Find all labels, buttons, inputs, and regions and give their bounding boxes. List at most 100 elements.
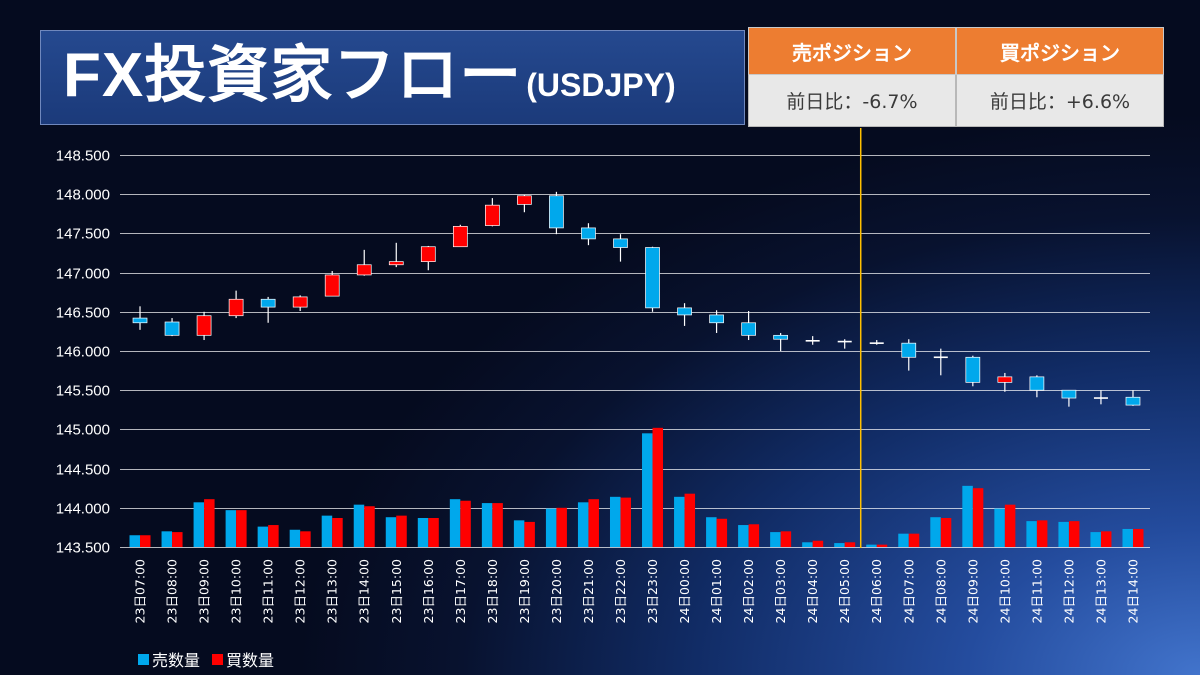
candle-body	[485, 204, 500, 226]
x-tick-label: 23日23:00	[645, 559, 660, 623]
currency-pair-label: (USDJPY)	[526, 67, 676, 103]
x-tick-label: 23日20:00	[549, 559, 564, 623]
volume-bar-sell	[738, 525, 749, 547]
axis-labels: 148.500 148.000 147.500 147.000 146.500 146.0…	[56, 148, 1141, 624]
volume-bar-sell	[353, 504, 365, 547]
volume-bar-buy	[332, 517, 343, 547]
volume-bar-sell	[1122, 528, 1133, 547]
candle-body	[741, 322, 756, 336]
y-tick-label: 148.500	[56, 148, 110, 165]
x-tick-label: 24日05:00	[837, 559, 852, 623]
candle-body	[1125, 396, 1141, 406]
volume-bar-buy	[972, 488, 984, 547]
candle-body	[1029, 376, 1045, 391]
volume-bar-buy	[780, 531, 792, 547]
x-tick-label: 24日13:00	[1093, 559, 1108, 623]
y-tick-label: 146.000	[56, 344, 110, 361]
x-tick-label: 24日12:00	[1061, 559, 1076, 623]
volume-bar-buy	[1036, 520, 1048, 547]
volume-bar-buy	[940, 517, 952, 547]
x-tick-label: 24日07:00	[901, 559, 916, 623]
candle-body	[164, 321, 180, 336]
buy-position-header: 買ポジション	[956, 27, 1164, 75]
volume-bar-sell	[321, 515, 333, 547]
legend-label-sell: 売数量	[152, 651, 201, 670]
candle-body	[388, 261, 404, 266]
volume-bar-buy	[396, 515, 407, 547]
candle-body	[292, 296, 308, 308]
volume-bar-buy	[1068, 521, 1080, 547]
y-tick-label: 147.500	[56, 226, 110, 243]
y-tick-label: 148.000	[56, 187, 110, 204]
candle-body	[549, 195, 564, 229]
candle-body	[517, 195, 532, 205]
x-tick-label: 24日03:00	[773, 559, 788, 623]
volume-bar-buy	[588, 499, 599, 547]
x-tick-label: 24日00:00	[677, 559, 692, 623]
y-tick-label: 145.000	[56, 422, 110, 439]
volume-bar-buy	[1132, 528, 1144, 547]
candle-body	[581, 227, 596, 240]
candle-body	[613, 238, 628, 248]
volume-bar-sell	[866, 544, 877, 547]
candles	[132, 191, 1141, 407]
volume-bar-sell	[257, 526, 269, 547]
position-summary-table: 売ポジション 前日比：-6.7% 買ポジション 前日比：+6.6%	[748, 27, 1164, 127]
volume-bar-buy	[204, 499, 215, 547]
buy-position-column: 買ポジション 前日比：+6.6%	[956, 27, 1164, 127]
volume-bar-sell	[289, 529, 301, 547]
volume-bar-buy	[460, 500, 471, 547]
volume-bar-buy	[236, 510, 247, 547]
candle-body	[196, 315, 212, 336]
x-tick-label: 24日08:00	[933, 559, 948, 623]
x-tick-label: 24日09:00	[965, 559, 980, 623]
x-tick-label: 23日13:00	[325, 559, 340, 623]
volume-bar-sell	[706, 517, 717, 547]
x-tick-label: 23日19:00	[517, 559, 532, 623]
x-tick-label: 23日09:00	[197, 559, 212, 623]
candle-body	[260, 298, 276, 308]
y-tick-label: 144.000	[56, 501, 110, 518]
x-tick-label: 24日11:00	[1029, 559, 1044, 623]
chart-legend: 売数量 買数量	[138, 647, 286, 671]
candle-body	[773, 334, 788, 340]
sell-position-column: 売ポジション 前日比：-6.7%	[748, 27, 956, 127]
x-tick-label: 24日02:00	[741, 559, 756, 623]
volume-bar-buy	[652, 427, 664, 547]
x-tick-label: 23日17:00	[453, 559, 468, 623]
legend-item-buy-volume: 買数量	[212, 647, 274, 671]
volume-bar-buy	[268, 525, 279, 547]
volume-bar-sell	[1090, 532, 1101, 547]
x-tick-label: 24日01:00	[709, 559, 724, 623]
volume-bar-sell	[545, 508, 557, 547]
x-tick-label: 23日16:00	[421, 559, 436, 623]
buy-position-change: 前日比：+6.6%	[956, 75, 1164, 127]
candle-body	[228, 298, 244, 317]
x-tick-label: 23日21:00	[581, 559, 596, 623]
volume-bar-buy	[364, 506, 375, 547]
volume-bar-buy	[620, 497, 631, 547]
volume-bar-sell	[577, 502, 589, 547]
x-tick-label: 23日12:00	[293, 559, 308, 623]
candle-body	[452, 225, 468, 248]
volume-bar-sell	[994, 508, 1005, 547]
gridlines	[120, 155, 1150, 548]
volume-bar-buy	[172, 532, 183, 547]
volume-bar-buy	[748, 524, 760, 547]
page-title: FX投資家フロー	[63, 41, 523, 110]
volume-bar-sell	[642, 433, 653, 547]
x-tick-label: 23日18:00	[485, 559, 500, 623]
x-tick-label: 23日11:00	[261, 559, 276, 623]
legend-swatch-buy	[212, 653, 224, 665]
sell-position-change: 前日比：-6.7%	[748, 75, 956, 127]
volume-bar-sell	[417, 517, 429, 547]
y-tick-label: 143.500	[56, 540, 110, 557]
y-tick-label: 147.000	[56, 266, 110, 283]
volume-bar-sell	[129, 535, 141, 547]
volume-bar-buy	[876, 544, 888, 547]
x-tick-label: 23日22:00	[613, 559, 628, 623]
volume-bar-sell	[674, 496, 685, 547]
x-tick-label: 23日10:00	[229, 559, 244, 623]
legend-item-sell-volume: 売数量	[138, 647, 200, 671]
volume-bar-buy	[1100, 531, 1112, 547]
